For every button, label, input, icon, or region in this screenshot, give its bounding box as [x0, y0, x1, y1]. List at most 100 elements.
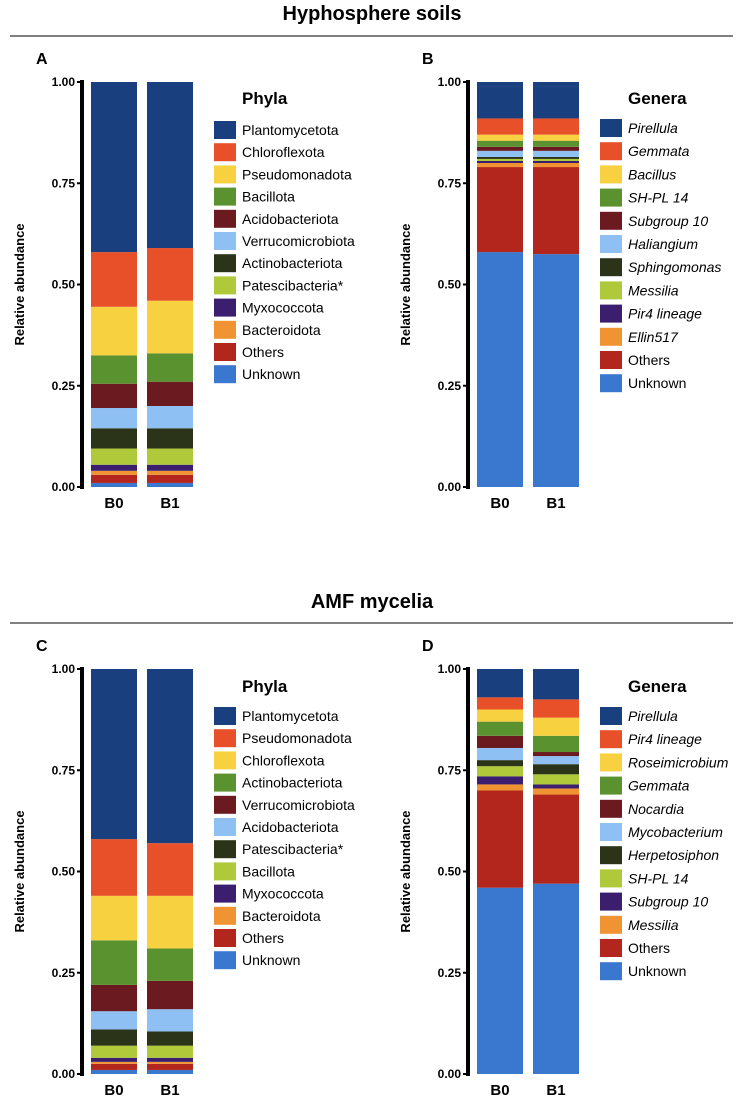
- bar-segment: [147, 82, 193, 249]
- legend-title: Genera: [628, 677, 687, 696]
- bar-segment: [477, 760, 523, 767]
- legend-swatch: [600, 799, 622, 818]
- legend-swatch: [214, 707, 236, 725]
- bar-segment: [533, 699, 579, 718]
- bar-segment: [147, 1045, 193, 1058]
- legend-swatch: [214, 884, 236, 903]
- bar-segment: [147, 448, 193, 465]
- x-category-label: B1: [546, 495, 565, 512]
- legend-swatch: [214, 862, 236, 881]
- bar-segment: [147, 1069, 193, 1074]
- legend-label: Chloroflexota: [242, 144, 325, 160]
- bar-segment: [91, 306, 137, 356]
- legend-label: Others: [628, 940, 670, 956]
- y-tick-label: 0.00: [438, 480, 462, 494]
- y-axis-label: Relative abundance: [398, 810, 413, 932]
- legend-label: Actinobacteriota: [242, 255, 343, 271]
- legend-swatch: [600, 707, 622, 725]
- y-tick-label: 0.75: [438, 176, 462, 190]
- y-tick-label: 0.25: [52, 966, 76, 980]
- panel-letter: A: [36, 51, 48, 68]
- bar-segment: [91, 474, 137, 483]
- bar-segment: [147, 474, 193, 483]
- legend-swatch: [214, 929, 236, 947]
- bar-segment: [91, 940, 137, 985]
- legend-swatch: [214, 320, 236, 339]
- legend-label: SH-PL 14: [628, 190, 689, 206]
- bar-segment: [533, 134, 579, 141]
- legend-label: Unknown: [628, 375, 686, 391]
- y-tick-label: 0.25: [438, 379, 462, 393]
- bar-segment: [91, 408, 137, 429]
- legend-label: Verrucomicrobiota: [242, 233, 355, 249]
- legend-label: Mycobacterium: [628, 824, 723, 840]
- bar-segment: [477, 709, 523, 722]
- legend-swatch: [214, 818, 236, 836]
- legend-label: Bacteroidota: [242, 908, 321, 924]
- legend-swatch: [214, 365, 236, 384]
- legend-label: Patescibacteria*: [242, 277, 344, 293]
- bar-segment: [533, 158, 579, 161]
- bar-segment: [477, 150, 523, 157]
- bar-segment: [147, 1063, 193, 1070]
- y-tick-label: 0.25: [438, 966, 462, 980]
- y-tick-label: 0.00: [52, 1067, 76, 1081]
- bar-segment: [477, 252, 523, 487]
- legend-label: Verrucomicrobiota: [242, 797, 355, 813]
- legend-label: Myxococcota: [242, 300, 324, 316]
- legend-label: Pirellula: [628, 120, 678, 136]
- panel-letter: D: [422, 638, 434, 655]
- legend-swatch: [600, 351, 622, 369]
- legend-title: Phyla: [242, 89, 288, 108]
- bar-segment: [91, 355, 137, 384]
- bar-segment: [147, 948, 193, 981]
- bar-segment: [533, 717, 579, 736]
- bar-segment: [91, 428, 137, 449]
- section-title-hyphosphere: Hyphosphere soils: [283, 3, 462, 25]
- legend-swatch: [214, 840, 236, 859]
- legend-swatch: [600, 142, 622, 161]
- bar-segment: [91, 82, 137, 253]
- y-tick-label: 0.00: [52, 480, 76, 494]
- bar-segment: [477, 669, 523, 698]
- bar-segment: [477, 735, 523, 748]
- bar-segment: [147, 895, 193, 949]
- bar-segment: [533, 735, 579, 753]
- bar-segment: [533, 86, 579, 119]
- legend-label: Bacteroidota: [242, 322, 321, 338]
- bar-segment: [147, 248, 193, 301]
- legend-label: Messilia: [628, 282, 679, 298]
- bar-segment: [477, 697, 523, 710]
- legend-swatch: [214, 906, 236, 925]
- legend-label: Acidobacteriota: [242, 211, 339, 227]
- legend-label: Unknown: [628, 963, 686, 979]
- legend-swatch: [214, 187, 236, 206]
- bar-segment: [91, 1045, 137, 1058]
- legend-swatch: [214, 729, 236, 748]
- y-tick-label: 1.00: [438, 662, 462, 676]
- bar-segment: [147, 353, 193, 382]
- legend-label: Subgroup 10: [628, 213, 708, 229]
- legend-label: Actinobacteriota: [242, 775, 343, 791]
- legend-label: Unknown: [242, 366, 300, 382]
- legend-swatch: [214, 276, 236, 295]
- bar-segment: [91, 1069, 137, 1074]
- y-tick-label: 1.00: [438, 75, 462, 89]
- bar-segment: [91, 895, 137, 941]
- legend-label: Patescibacteria*: [242, 841, 344, 857]
- bar-segment: [533, 883, 579, 1074]
- legend-label: Roseimicrobium: [628, 754, 729, 770]
- bar-segment: [533, 146, 579, 151]
- bar-segment: [91, 464, 137, 471]
- legend-swatch: [600, 846, 622, 865]
- legend-swatch: [214, 951, 236, 970]
- x-category-label: B0: [104, 495, 123, 512]
- bar-segment: [477, 790, 523, 888]
- legend-title: Genera: [628, 89, 687, 108]
- legend-swatch: [600, 119, 622, 137]
- legend-swatch: [214, 232, 236, 250]
- legend-swatch: [600, 823, 622, 841]
- legend-label: Bacillus: [628, 166, 676, 182]
- bar-segment: [91, 1063, 137, 1070]
